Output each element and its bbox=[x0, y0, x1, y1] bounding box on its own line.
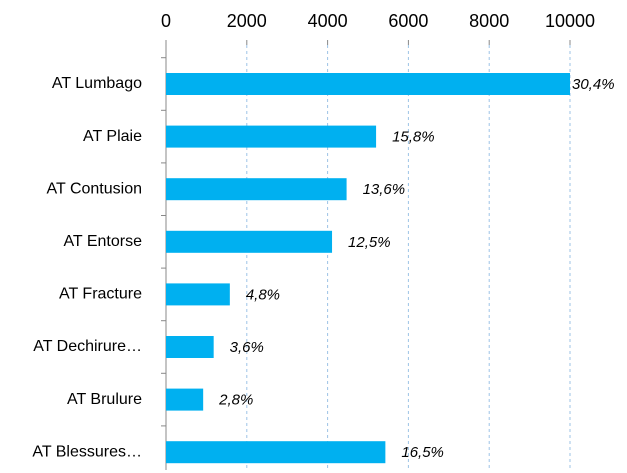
bar bbox=[166, 336, 214, 358]
value-label: 16,5% bbox=[401, 444, 444, 461]
y-tick-label: AT Brulure bbox=[67, 391, 142, 408]
y-tick-label: AT Plaie bbox=[83, 128, 142, 145]
bar bbox=[166, 73, 570, 95]
x-tick-label: 10000 bbox=[545, 11, 595, 31]
y-tick-label: AT Entorse bbox=[63, 233, 142, 250]
x-tick-label: 8000 bbox=[469, 11, 509, 31]
bar bbox=[166, 125, 377, 148]
value-label: 13,6% bbox=[363, 181, 406, 198]
x-tick-label: 4000 bbox=[308, 11, 348, 31]
x-tick-label: 0 bbox=[161, 11, 171, 31]
y-tick-label: AT Dechirure… bbox=[33, 338, 142, 355]
y-tick-label: AT Contusion bbox=[47, 180, 142, 197]
bar bbox=[166, 178, 347, 201]
value-label: 15,8% bbox=[392, 129, 435, 146]
value-label: 3,6% bbox=[230, 339, 264, 356]
value-label: 4,8% bbox=[246, 286, 280, 303]
y-tick-label: AT Blessures… bbox=[32, 443, 142, 460]
x-tick-label: 6000 bbox=[388, 11, 428, 31]
bar bbox=[166, 283, 230, 306]
bar bbox=[166, 388, 204, 411]
value-label: 12,5% bbox=[348, 234, 391, 251]
bar bbox=[166, 441, 386, 464]
value-label: 30,4% bbox=[572, 76, 615, 93]
value-label: 2,8% bbox=[218, 392, 253, 409]
y-tick-label: AT Lumbago bbox=[52, 75, 142, 92]
bar bbox=[166, 230, 333, 253]
x-tick-label: 2000 bbox=[227, 11, 267, 31]
y-tick-label: AT Fracture bbox=[59, 286, 142, 303]
